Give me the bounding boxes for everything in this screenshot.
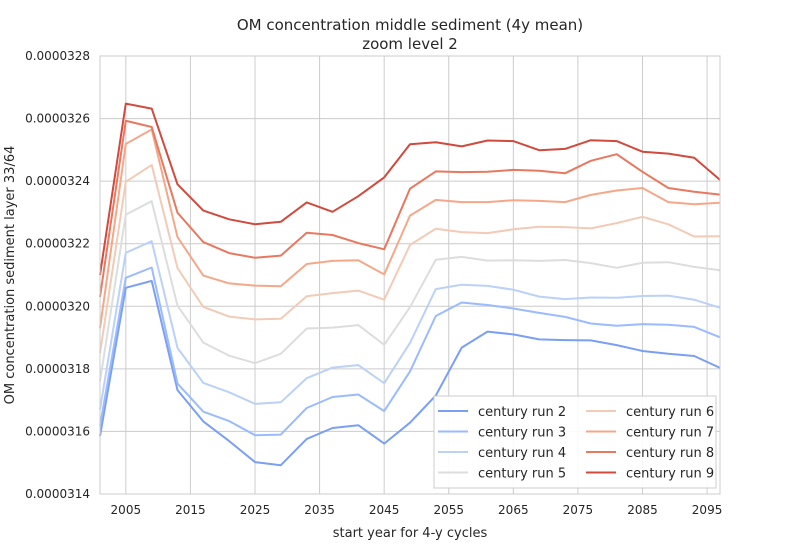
chart-subtitle: zoom level 2 bbox=[362, 35, 458, 53]
x-tick-label: 2085 bbox=[627, 503, 658, 517]
legend-item: century run 5 bbox=[438, 467, 566, 482]
x-tick-label: 2005 bbox=[111, 503, 142, 517]
y-tick-label: 0.0000318 bbox=[25, 362, 90, 376]
legend-item: century run 9 bbox=[586, 467, 714, 482]
legend-label: century run 7 bbox=[626, 426, 714, 441]
legend-label: century run 6 bbox=[626, 405, 714, 420]
chart-title: OM concentration middle sediment (4y mea… bbox=[237, 16, 583, 34]
y-tick-label: 0.0000322 bbox=[25, 237, 90, 251]
legend-item: century run 6 bbox=[586, 405, 714, 420]
legend-label: century run 9 bbox=[626, 467, 714, 482]
y-tick-label: 0.0000324 bbox=[25, 174, 90, 188]
legend: century run 2 century run 3 century run 4 c… bbox=[433, 395, 717, 489]
x-tick-label: 2065 bbox=[498, 503, 529, 517]
x-tick-label: 2055 bbox=[433, 503, 464, 517]
x-tick-label: 2025 bbox=[240, 503, 271, 517]
series-line-century-run-7 bbox=[99, 128, 721, 329]
series-line-century-run-9 bbox=[99, 102, 721, 276]
y-tick-label: 0.0000328 bbox=[25, 49, 90, 63]
x-axis-ticks: 2005 2015 2025 2035 2045 2055 2065 2075 2085 2095 bbox=[111, 503, 723, 517]
series-line-century-run-8 bbox=[99, 119, 721, 298]
series-lines bbox=[99, 102, 721, 467]
legend-box bbox=[433, 395, 717, 489]
series-line-century-run-3 bbox=[99, 266, 721, 437]
legend-item: century run 7 bbox=[586, 426, 714, 441]
x-tick-label: 2075 bbox=[563, 503, 594, 517]
series-line-century-run-6 bbox=[99, 163, 721, 354]
series-line-century-run-4 bbox=[99, 240, 721, 410]
y-tick-label: 0.0000314 bbox=[25, 487, 90, 501]
series-line-century-run-2 bbox=[99, 279, 721, 467]
x-tick-label: 2035 bbox=[304, 503, 335, 517]
y-axis-ticks: 0.0000314 0.0000316 0.0000318 0.0000320 0.00… bbox=[25, 49, 90, 501]
y-axis-label: OM concentration sediment layer 33/64 bbox=[3, 146, 18, 405]
plot-frame bbox=[99, 55, 721, 495]
y-tick-label: 0.0000320 bbox=[25, 299, 90, 313]
y-tick-label: 0.0000326 bbox=[25, 112, 90, 126]
y-tick-label: 0.0000316 bbox=[25, 424, 90, 438]
series-line-century-run-5 bbox=[99, 200, 721, 382]
legend-item: century run 4 bbox=[438, 446, 566, 461]
legend-item: century run 8 bbox=[586, 446, 714, 461]
x-tick-label: 2045 bbox=[369, 503, 400, 517]
x-tick-label: 2015 bbox=[175, 503, 206, 517]
legend-item: century run 3 bbox=[438, 426, 566, 441]
legend-label: century run 8 bbox=[626, 446, 714, 461]
x-axis-label: start year for 4-y cycles bbox=[333, 526, 488, 541]
legend-label: century run 3 bbox=[478, 426, 566, 441]
legend-label: century run 2 bbox=[478, 405, 566, 420]
x-tick-label: 2095 bbox=[692, 503, 723, 517]
legend-item: century run 2 bbox=[438, 405, 566, 420]
legend-label: century run 5 bbox=[478, 467, 566, 482]
legend-label: century run 4 bbox=[478, 446, 566, 461]
